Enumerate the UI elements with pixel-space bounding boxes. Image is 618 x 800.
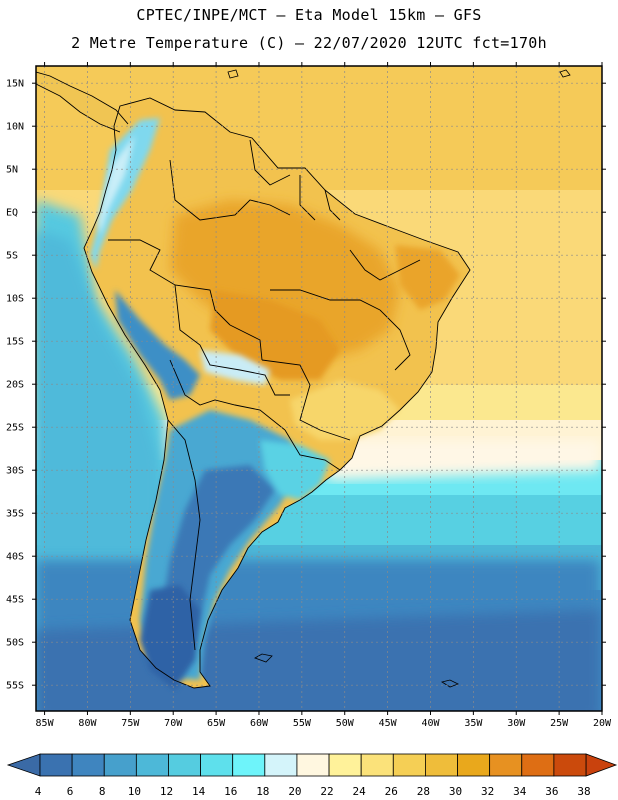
colorbar-label: 34 (513, 785, 527, 798)
lat-label: 15N (6, 79, 24, 90)
lon-label: 70W (164, 718, 183, 729)
lon-label: 45W (379, 718, 398, 729)
colorbar-swatch (521, 753, 555, 777)
colorbar-swatch (425, 753, 458, 777)
lat-label: EQ (6, 208, 18, 219)
lat-label: 40S (6, 552, 24, 563)
colorbar-swatch (360, 753, 394, 777)
colorbar-label: 16 (224, 785, 237, 798)
colorbar-label: 18 (256, 785, 269, 798)
islands (227, 69, 571, 688)
lon-label: 55W (293, 718, 312, 729)
colorbar-swatch (296, 753, 330, 777)
colorbar-label: 12 (160, 785, 173, 798)
colorbar-low-arrow (6, 753, 41, 777)
temperature-field (36, 66, 602, 711)
colorbar-label: 4 (35, 785, 42, 798)
colorbar-label: 14 (192, 785, 206, 798)
lat-label: 30S (6, 466, 24, 477)
colorbar-swatch (71, 753, 105, 777)
lon-label: 35W (464, 718, 483, 729)
longitude-axis: 85W 80W 75W 70W 65W 60W 55W 50W 45W 40W 35W 30W 25W 2… (36, 62, 612, 729)
lon-label: 65W (207, 718, 226, 729)
colorbar-label: 26 (385, 785, 398, 798)
lon-label: 75W (121, 718, 140, 729)
colorbar-label: 38 (577, 785, 590, 798)
lat-label: 45S (6, 595, 24, 606)
lat-label: 20S (6, 380, 24, 391)
lat-label: 10N (6, 122, 24, 133)
colorbar-swatch (103, 753, 137, 777)
colorbar-swatch (200, 753, 234, 777)
central-america-land (36, 72, 128, 132)
colorbar-swatch (457, 753, 491, 777)
lon-label: 25W (550, 718, 569, 729)
colorbar-label: 22 (320, 785, 333, 798)
colorbar-label: 30 (449, 785, 462, 798)
colorbar: 4 6 8 10 12 14 16 18 20 22 24 26 28 30 32 34 36 38 (6, 753, 618, 798)
colorbar-label: 24 (353, 785, 367, 798)
colorbar-high-arrow (585, 753, 618, 777)
amazon-hot-zone (170, 200, 400, 360)
colorbar-label: 32 (481, 785, 494, 798)
lon-label: 60W (250, 718, 269, 729)
colorbar-label: 8 (99, 785, 106, 798)
colorbar-swatch (553, 753, 587, 777)
lat-label: 35S (6, 509, 24, 520)
lon-label: 30W (507, 718, 526, 729)
lat-lon-grid (36, 66, 602, 711)
lon-label: 85W (36, 718, 55, 729)
colorbar-swatch (135, 753, 169, 777)
colorbar-label: 36 (545, 785, 558, 798)
lon-label: 80W (78, 718, 97, 729)
andes-north (90, 118, 160, 270)
lon-label: 50W (336, 718, 355, 729)
colorbar-label: 28 (417, 785, 430, 798)
colorbar-label: 20 (288, 785, 301, 798)
colorbar-swatch (264, 753, 298, 777)
lat-label: 5N (6, 165, 18, 176)
country-borders (36, 71, 471, 689)
map-title-line1: CPTEC/INPE/MCT – Eta Model 15km – GFS (136, 6, 482, 24)
lat-label: 5S (6, 251, 18, 262)
lon-label: 20W (593, 718, 612, 729)
colorbar-swatch (328, 753, 362, 777)
colorbar-label: 10 (128, 785, 141, 798)
latitude-axis: 15N 10N 5N EQ 5S 10S 15S 20S 25S 30S 35S 40S 45S 50S 5… (6, 79, 606, 692)
lat-label: 10S (6, 294, 24, 305)
lat-label: 15S (6, 337, 24, 348)
colorbar-swatch (232, 753, 266, 777)
lon-label: 40W (421, 718, 440, 729)
colorbar-label: 6 (67, 785, 74, 798)
lat-label: 50S (6, 638, 24, 649)
patagonia (140, 585, 200, 690)
andes-central (115, 290, 200, 400)
lat-label: 25S (6, 423, 24, 434)
map-title-line2: 2 Metre Temperature (C) – 22/07/2020 12U… (71, 34, 547, 52)
map-frame (35, 65, 603, 712)
colorbar-swatch (39, 753, 73, 777)
colorbar-swatch (489, 753, 523, 777)
colorbar-swatch (168, 753, 201, 777)
colorbar-swatch (392, 753, 426, 777)
lat-label: 55S (6, 681, 24, 692)
